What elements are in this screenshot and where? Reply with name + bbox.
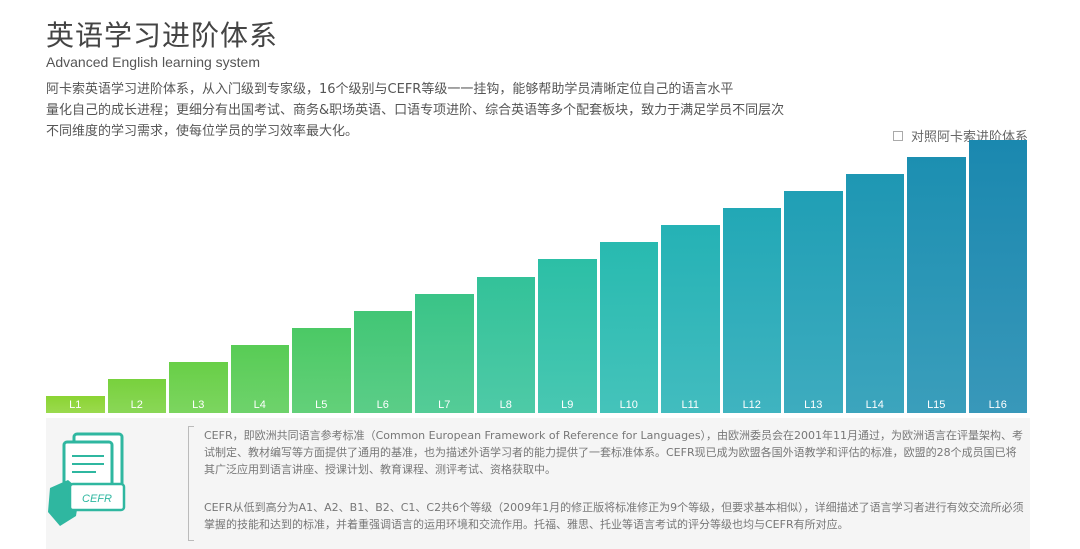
- level-bar-label: L9: [561, 399, 574, 411]
- level-bar: L7: [415, 293, 474, 413]
- description-line: 不同维度的学习需求，使每位学员的学习效率最大化。: [46, 124, 359, 139]
- level-bar-label: L14: [865, 399, 884, 411]
- cefr-paragraph-1: CEFR，即欧洲共同语言参考标准（Common European Framewo…: [204, 429, 1024, 476]
- level-bar-label: L5: [315, 399, 328, 411]
- level-bar: L14: [845, 174, 904, 413]
- level-bar-label: L15: [927, 399, 946, 411]
- level-bar-label: L16: [988, 399, 1007, 411]
- checkbox-icon[interactable]: [892, 130, 903, 141]
- level-bar-label: L11: [681, 399, 700, 411]
- panel-bracket: [188, 426, 194, 541]
- level-bar: L10: [599, 242, 658, 413]
- level-bar: L4: [230, 344, 289, 413]
- level-bar: L11: [661, 225, 720, 413]
- level-bar: L12: [722, 208, 781, 413]
- page-title: 英语学习进阶体系: [46, 19, 279, 52]
- description-line: 阿卡索英语学习进阶体系，从入门级到专家级，16个级别与CEFR等级一一挂钩，能够…: [46, 82, 734, 97]
- level-bar-label: L8: [499, 399, 512, 411]
- level-bar-chart: L1 L2 L3 L4 L5 L6 L7 L8 L9 L10 L11 L12 L13 L14 L15 L16: [46, 140, 1030, 413]
- description-line: 量化自己的成长进程；更细分有出国考试、商务&职场英语、口语专项进阶、综合英语等多…: [46, 103, 785, 118]
- level-bar: L2: [107, 378, 166, 413]
- cefr-icon-label: CEFR: [82, 493, 112, 505]
- cefr-panel: CEFR CEFR，即欧洲共同语言参考标准（Common European Fr…: [46, 418, 1030, 549]
- level-bar: L16: [968, 140, 1027, 413]
- level-bar-label: L4: [253, 399, 266, 411]
- cefr-paragraph-2: CEFR从低到高分为A1、A2、B1、B2、C1、C2共6个等级（2009年1月…: [204, 501, 1024, 531]
- level-bar: L13: [784, 191, 843, 413]
- level-bar: L8: [476, 276, 535, 413]
- level-bar-label: L3: [192, 399, 205, 411]
- level-bar: L1: [46, 396, 105, 413]
- level-bar-label: L7: [438, 399, 451, 411]
- level-bar-label: L6: [376, 399, 389, 411]
- cefr-document-icon: CEFR: [48, 432, 126, 526]
- page-subtitle: Advanced English learning system: [46, 54, 261, 70]
- level-bar: L15: [907, 157, 966, 413]
- level-bar-label: L13: [804, 399, 823, 411]
- level-bar-label: L12: [742, 399, 761, 411]
- level-bar: L3: [169, 361, 228, 413]
- level-bar: L9: [538, 259, 597, 413]
- level-bar-label: L1: [69, 399, 82, 411]
- level-bar: L6: [353, 310, 412, 413]
- level-bar: L5: [292, 327, 351, 413]
- level-bar-label: L10: [619, 399, 638, 411]
- level-bar-label: L2: [130, 399, 143, 411]
- description: 阿卡索英语学习进阶体系，从入门级到专家级，16个级别与CEFR等级一一挂钩，能够…: [46, 79, 846, 142]
